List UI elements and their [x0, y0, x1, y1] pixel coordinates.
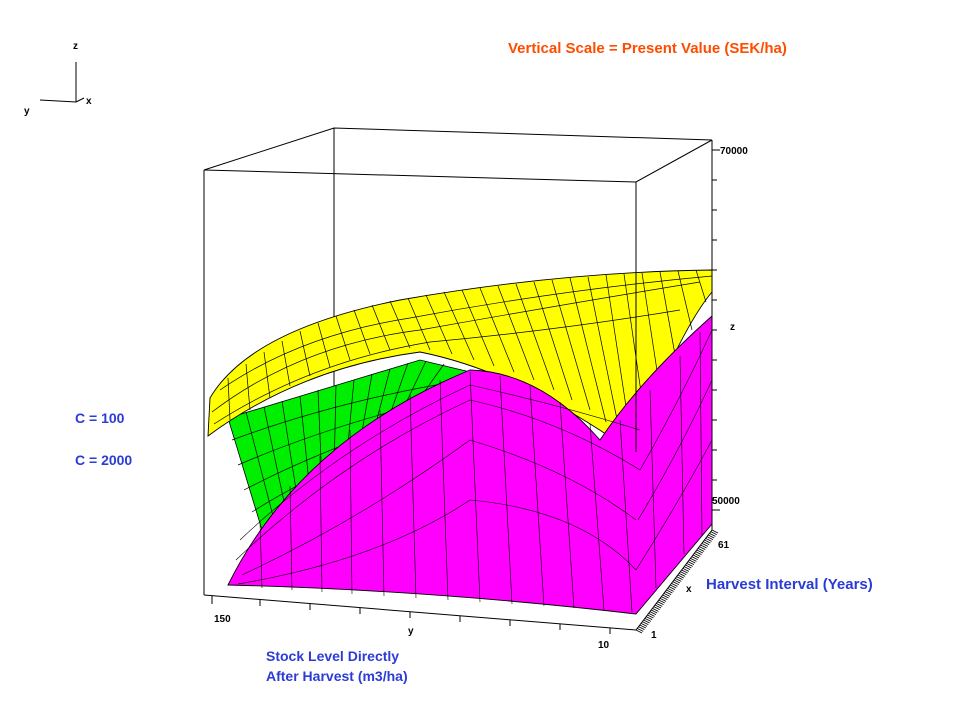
x-tick-mark	[686, 562, 693, 567]
x-tick-mark	[692, 554, 700, 559]
x-tick-mark	[689, 559, 696, 564]
x-tick-mark	[681, 569, 688, 574]
x-tick-mark	[654, 604, 662, 609]
x-axis-label: Harvest Interval (Years)	[706, 576, 873, 593]
x-tick-mark	[656, 602, 663, 607]
x-tick-mark	[705, 537, 712, 542]
x-tick-mark	[640, 622, 648, 627]
x-tick-mark	[683, 566, 691, 571]
x-tick-mark	[682, 567, 690, 572]
x-tick-mark	[672, 581, 679, 586]
x-tick-mark	[649, 611, 657, 616]
x-tick-mark	[653, 606, 660, 611]
x-tick-mark	[643, 619, 650, 624]
x-tick-mark	[704, 539, 711, 544]
x-tick-mark	[691, 556, 698, 561]
x-tick-mark	[690, 557, 697, 562]
x-tick-mark	[666, 589, 673, 594]
x-tick-mark	[694, 552, 701, 557]
x-tick-mark	[673, 579, 681, 584]
z-tick-min: 50000	[712, 496, 740, 507]
y-axis-letter: y	[408, 626, 414, 637]
x-tick-mark	[670, 584, 677, 589]
x-tick-mark	[699, 546, 706, 551]
x-tick-mark	[676, 576, 683, 581]
z-tick-max: 70000	[720, 146, 748, 157]
x-tick-mark	[648, 612, 655, 617]
x-tick-mark	[658, 599, 665, 604]
x-tick-mark	[645, 616, 653, 621]
x-tick-mark	[708, 534, 715, 539]
triad-z-label: z	[73, 41, 78, 52]
z-axis-letter: z	[730, 322, 735, 333]
x-tick-mark	[638, 626, 645, 631]
x-tick-mark	[697, 547, 705, 552]
x-tick-mark	[710, 531, 717, 536]
y-axis-label-line2: After Harvest (m3/ha)	[266, 668, 408, 684]
x-tick-mark	[706, 536, 714, 541]
y-tick-min: 10	[598, 640, 610, 651]
y-tick-max: 150	[214, 614, 231, 625]
x-tick-mark	[661, 596, 668, 601]
x-tick-mark	[635, 629, 643, 634]
x-tick-min: 1	[651, 630, 657, 641]
x-tick-mark	[642, 621, 649, 626]
y-axis-ticks	[211, 596, 611, 634]
x-tick-mark	[651, 609, 658, 614]
x-tick-mark	[657, 601, 664, 606]
x-axis-letter: x	[686, 584, 692, 595]
x-tick-mark	[680, 571, 687, 576]
x-tick-mark	[702, 541, 710, 546]
triad-y-label: y	[24, 106, 30, 117]
x-tick-mark	[700, 544, 707, 549]
x-tick-mark	[711, 529, 719, 534]
legend-c100: C = 100	[75, 410, 125, 426]
x-tick-mark	[695, 551, 702, 556]
series-c100-surface	[207, 269, 713, 453]
x-tick-mark	[659, 597, 667, 602]
legend-c2000: C = 2000	[75, 452, 133, 468]
x-tick-mark	[637, 627, 644, 632]
x-axis-ticks	[635, 529, 719, 634]
x-tick-mark	[709, 532, 716, 537]
x-tick-mark	[662, 594, 669, 599]
orientation-triad	[39, 62, 85, 103]
x-tick-mark	[678, 572, 686, 577]
x-tick-mark	[675, 577, 682, 582]
x-tick-mark	[687, 561, 695, 566]
x-tick-mark	[644, 617, 652, 622]
z-axis-ticks	[712, 149, 720, 511]
triad-x-label: x	[86, 96, 92, 107]
x-tick-mark	[663, 592, 671, 597]
x-tick-mark	[647, 614, 654, 619]
x-tick-mark	[677, 574, 684, 579]
x-tick-max: 61	[718, 540, 730, 551]
x-tick-mark	[671, 582, 678, 587]
x-tick-mark	[668, 586, 676, 591]
chart-title: Vertical Scale = Present Value (SEK/ha)	[508, 40, 787, 57]
series-c2000-surface	[227, 314, 713, 615]
x-tick-mark	[639, 624, 646, 629]
x-tick-mark	[696, 549, 703, 554]
x-tick-mark	[667, 587, 674, 592]
x-tick-mark	[664, 591, 672, 596]
y-axis-label-line1: Stock Level Directly	[266, 648, 400, 664]
x-tick-mark	[685, 564, 692, 569]
x-tick-mark	[652, 607, 659, 612]
x-tick-mark	[701, 542, 709, 547]
